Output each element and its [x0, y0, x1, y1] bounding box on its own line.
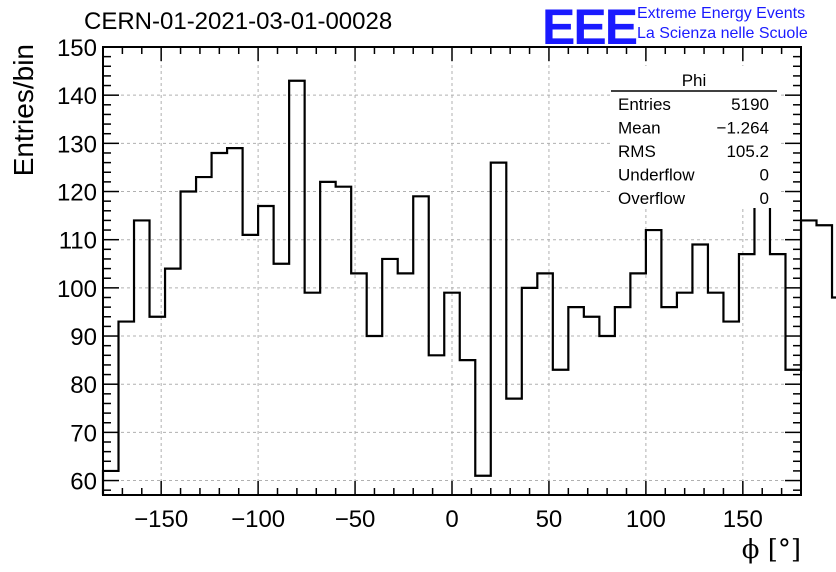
stats-label: Underflow	[618, 166, 695, 185]
y-tick-label: 80	[70, 372, 97, 399]
y-tick-label: 150	[57, 35, 97, 62]
stats-value: 5190	[731, 95, 769, 114]
axis-ticks	[102, 46, 802, 495]
stats-value: 0	[760, 189, 769, 208]
stats-box: Phi Entries 5190 Mean −1.264 RMS 105.2 Underflo…	[611, 66, 781, 208]
stats-label: Overflow	[618, 189, 686, 208]
stats-value: −1.264	[717, 119, 769, 138]
logo-subtitle-line1: Extreme Energy Events	[637, 5, 806, 22]
y-tick-label: 100	[57, 276, 97, 303]
y-tick-labels: 60 70 80 90 100 110 120 130 140 150	[57, 35, 97, 496]
x-tick-label: −50	[335, 506, 376, 533]
stats-value: 0	[760, 166, 769, 185]
stats-label: Entries	[618, 95, 671, 114]
x-tick-labels: −150 −100 −50 0 50 100 150	[134, 506, 763, 533]
x-tick-label: 100	[626, 506, 666, 533]
stats-label: RMS	[618, 142, 656, 161]
stats-title: Phi	[682, 71, 707, 90]
logo-subtitle-line2: La Scienza nelle Scuole	[637, 25, 808, 42]
plot-frame	[102, 46, 802, 496]
y-tick-label: 120	[57, 180, 97, 207]
x-tick-label: −100	[231, 506, 285, 533]
run-title: CERN-01-2021-03-01-00028	[84, 8, 393, 35]
x-axis-label: ϕ [°]	[742, 535, 801, 565]
stats-label: Mean	[618, 119, 661, 138]
y-tick-label: 90	[70, 324, 97, 351]
y-tick-label: 60	[70, 469, 97, 496]
y-tick-label: 140	[57, 83, 97, 110]
y-tick-label: 110	[59, 228, 97, 255]
x-tick-label: 50	[536, 506, 563, 533]
eee-logo: EEE	[542, 0, 638, 55]
x-tick-label: 0	[445, 506, 458, 533]
y-axis-label: Entries/bin	[8, 44, 39, 176]
histogram-line	[101, 79, 836, 495]
x-tick-label: −150	[134, 506, 188, 533]
y-tick-label: 70	[70, 420, 97, 447]
stats-box-bg	[611, 66, 781, 208]
stats-value: 105.2	[726, 142, 769, 161]
x-tick-label: 150	[723, 506, 763, 533]
y-tick-label: 130	[57, 131, 97, 158]
